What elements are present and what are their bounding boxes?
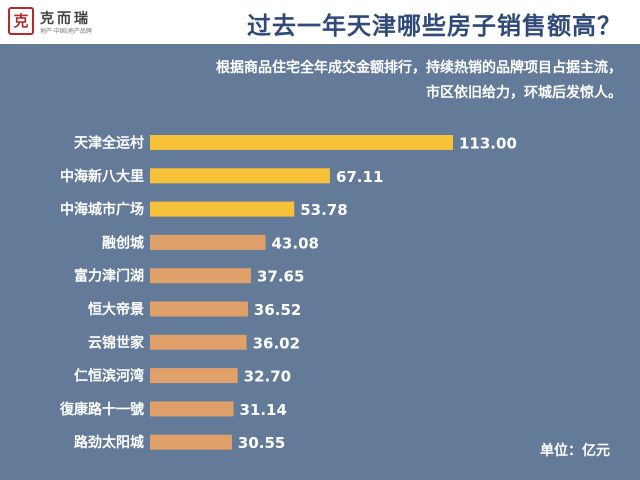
bar — [150, 368, 238, 384]
logo: 克 克而瑞 地产·中国|地产品牌 — [8, 7, 168, 39]
bar — [150, 434, 232, 450]
value-label: 36.52 — [254, 301, 301, 319]
value-label: 32.70 — [244, 368, 291, 386]
value-label: 53.78 — [300, 201, 347, 219]
subtitle: 根据商品住宅全年成交金额排行，持续热销的品牌项目占据主流， 市区依旧给力，环城后… — [62, 56, 622, 106]
category-label: 天津全运村 — [74, 135, 144, 152]
bar — [150, 301, 248, 317]
header-bar: 克 克而瑞 地产·中国|地产品牌 过去一年天津哪些房子销售额高？ — [0, 0, 640, 44]
page-title: 过去一年天津哪些房子销售额高？ — [247, 12, 622, 40]
logo-name: 克而瑞 — [40, 11, 91, 27]
value-label: 30.55 — [238, 434, 285, 452]
value-label: 43.08 — [272, 234, 319, 252]
bar — [150, 401, 234, 417]
logo-tagline: 地产·中国|地产品牌 — [40, 28, 92, 35]
chart-panel — [0, 44, 640, 480]
bar — [150, 268, 251, 284]
value-label: 67.11 — [336, 168, 383, 186]
subtitle-line-2: 市区依旧给力，环城后发惊人。 — [426, 85, 622, 101]
category-label: 中海新八大里 — [60, 168, 144, 185]
category-label: 恒大帝景 — [88, 301, 144, 318]
bar — [150, 168, 330, 184]
category-label: 路劲太阳城 — [74, 434, 144, 451]
value-label: 37.65 — [257, 268, 304, 286]
category-label: 云锦世家 — [88, 334, 145, 351]
subtitle-line-1: 根据商品住宅全年成交金额排行，持续热销的品牌项目占据主流， — [216, 60, 622, 76]
category-label: 復康路十一號 — [59, 401, 144, 418]
value-label: 31.14 — [239, 401, 286, 419]
category-label: 中海城市广场 — [60, 201, 144, 218]
bar — [150, 201, 295, 217]
bar — [150, 234, 266, 250]
category-label: 融创城 — [102, 234, 144, 251]
value-label: 36.02 — [253, 334, 300, 352]
category-label: 富力津门湖 — [74, 268, 144, 285]
category-label: 仁恒滨河湾 — [74, 368, 144, 385]
bar-chart: 天津全运村 113.00 中海新八大里 67.11 中海城市广场 53.78 融创城 43.0… — [59, 135, 517, 453]
logo-seal-icon: 克 — [8, 7, 34, 35]
unit-label: 单位：亿元 — [540, 443, 610, 459]
bar — [150, 135, 453, 150]
bar — [150, 334, 247, 350]
value-label: 113.00 — [459, 135, 517, 153]
